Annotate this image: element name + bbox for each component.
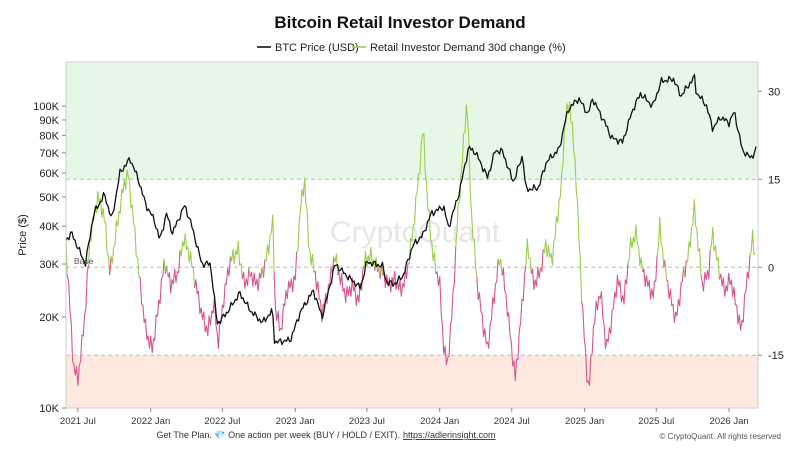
demand-line-positive (248, 267, 251, 277)
demand-line-negative (718, 255, 751, 331)
y-left-tick-label: 10K (39, 403, 59, 415)
x-tick-label: 2025 Jan (565, 416, 604, 427)
x-axis: 2021 Jul 2022 Jan 2022 Jul 2023 Jan 2023 Jul… (60, 408, 749, 427)
demand-line-negative (476, 258, 499, 349)
demand-line-negative (337, 266, 365, 307)
demand-line-positive (296, 177, 315, 273)
demand-line-positive (542, 101, 583, 302)
demand-line-positive (363, 246, 376, 271)
demand-line-negative (109, 256, 112, 276)
demand-line-negative (167, 249, 181, 294)
x-tick-label: 2026 Jan (710, 416, 749, 427)
y-left-tick-label: 80K (39, 130, 59, 142)
demand-line-positive (192, 266, 196, 288)
legend: BTC Price (USD) Retail Investor Demand 3… (257, 42, 566, 54)
footer-text: Get The Plan. 💎 One action per week (BUY… (157, 430, 400, 440)
demand-line-positive (455, 104, 478, 277)
y-right-tick-label: -15 (768, 350, 784, 362)
watermark: CryptoQuant (330, 216, 501, 249)
chart-title: Bitcoin Retail Investor Demand (274, 13, 525, 32)
demand-line-positive (685, 198, 702, 275)
plot-frame (65, 61, 759, 409)
base-label: Base (74, 256, 94, 266)
demand-line-negative (313, 265, 332, 323)
demand-line-positive (229, 240, 243, 280)
y-left-tick-label: 90K (39, 115, 59, 127)
y-left-tick-label: 50K (39, 192, 59, 204)
demand-line-negative (194, 256, 231, 349)
demand-line-negative (700, 250, 711, 292)
y-left-tick-label: 60K (39, 168, 59, 180)
demand-line-positive (264, 214, 275, 273)
demand-line-negative (501, 265, 527, 382)
demand-line-positive (166, 265, 169, 278)
demand-line-positive (163, 258, 166, 274)
demand-line-positive (709, 227, 720, 280)
x-tick-label: 2023 Jul (349, 416, 385, 427)
demand-line-positive (749, 229, 756, 256)
demand-line-negative (642, 255, 658, 300)
y-left-tick-label: 30K (39, 259, 59, 271)
reference-lines (66, 178, 758, 356)
demand-line-positive (627, 224, 644, 273)
band-1 (66, 355, 758, 408)
demand-line-positive (656, 216, 665, 268)
y-left-tick-label: 70K (39, 148, 59, 160)
demand-line-negative (249, 266, 263, 292)
y-axis-left: 10K 20K 30K 40K 50K 60K 70K 80K 90K 100K (33, 101, 66, 415)
demand-line-positive (375, 257, 379, 273)
y-left-tick-label: 100K (33, 101, 59, 113)
demand-line-negative (684, 260, 687, 278)
demand-line-negative (138, 258, 165, 354)
y-axis-right: 30 15 0 -15 (758, 86, 784, 362)
legend-demand-label: Retail Investor Demand 30d change (%) (370, 42, 566, 54)
demand-line-positive (179, 233, 193, 268)
demand-line-negative (382, 263, 409, 297)
footer-link[interactable]: https://adlerinsight.com (403, 430, 496, 440)
demand-line-negative (273, 252, 298, 332)
demand-line-negative (530, 267, 542, 291)
plot-bands (66, 62, 758, 408)
demand-line-negative (666, 266, 685, 324)
legend-price-label: BTC Price (USD) (275, 42, 359, 54)
demand-line-positive (407, 132, 437, 274)
y-right-tick-label: 0 (768, 262, 774, 274)
copyright-credit: © CryptoQuant. All rights reserved (660, 432, 782, 441)
demand-line-negative (262, 259, 266, 278)
x-tick-label: 2025 Jul (638, 416, 674, 427)
y-axis-label: Price ($) (17, 214, 29, 256)
btc-price-line (65, 73, 757, 346)
band-0 (66, 62, 758, 180)
demand-line-positive (110, 169, 140, 277)
price-series (65, 73, 757, 346)
demand-line-positive (525, 238, 532, 274)
demand-line-negative (581, 263, 629, 386)
demand-line-negative (435, 246, 457, 366)
x-tick-label: 2022 Jan (131, 416, 170, 427)
x-tick-label: 2022 Jul (204, 416, 240, 427)
demand-line-negative (541, 249, 544, 272)
y-left-tick-label: 40K (39, 221, 59, 233)
y-left-tick-label: 20K (39, 312, 59, 324)
demand-line-positive (664, 259, 667, 281)
demand-line-negative (241, 267, 250, 289)
x-tick-label: 2024 Jul (494, 416, 530, 427)
y-right-tick-label: 30 (768, 86, 780, 98)
demand-line-positive (497, 258, 503, 276)
x-tick-label: 2024 Jan (420, 416, 459, 427)
x-tick-label: 2021 Jul (60, 416, 96, 427)
demand-line-negative (66, 265, 90, 386)
y-right-tick-label: 15 (768, 174, 780, 186)
x-tick-label: 2023 Jan (276, 416, 315, 427)
